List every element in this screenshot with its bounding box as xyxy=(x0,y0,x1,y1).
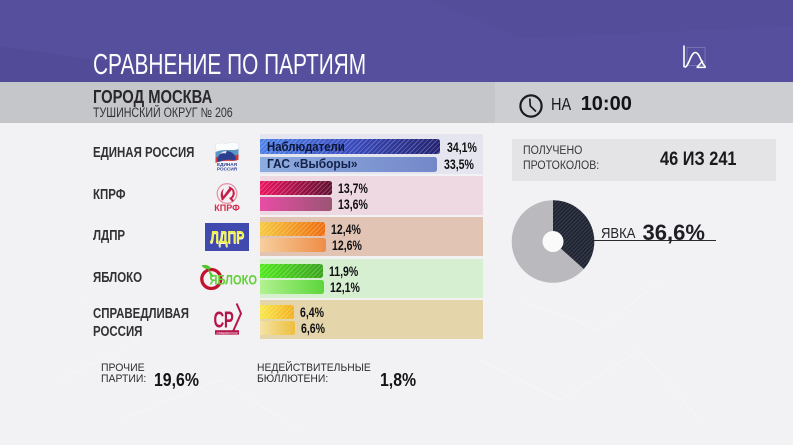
svg-text:КПРФ: КПРФ xyxy=(214,203,240,213)
svg-text:РОССИЯ: РОССИЯ xyxy=(217,167,237,172)
svg-text:ЕДИНАЯ: ЕДИНАЯ xyxy=(217,162,237,167)
svg-text:ЯБЛОКО: ЯБЛОКО xyxy=(210,273,258,288)
svg-text:СПРАВЕДЛИВАЯ РОССИЯ: СПРАВЕДЛИВАЯ РОССИЯ xyxy=(217,331,238,335)
svg-text:СР: СР xyxy=(214,307,234,333)
